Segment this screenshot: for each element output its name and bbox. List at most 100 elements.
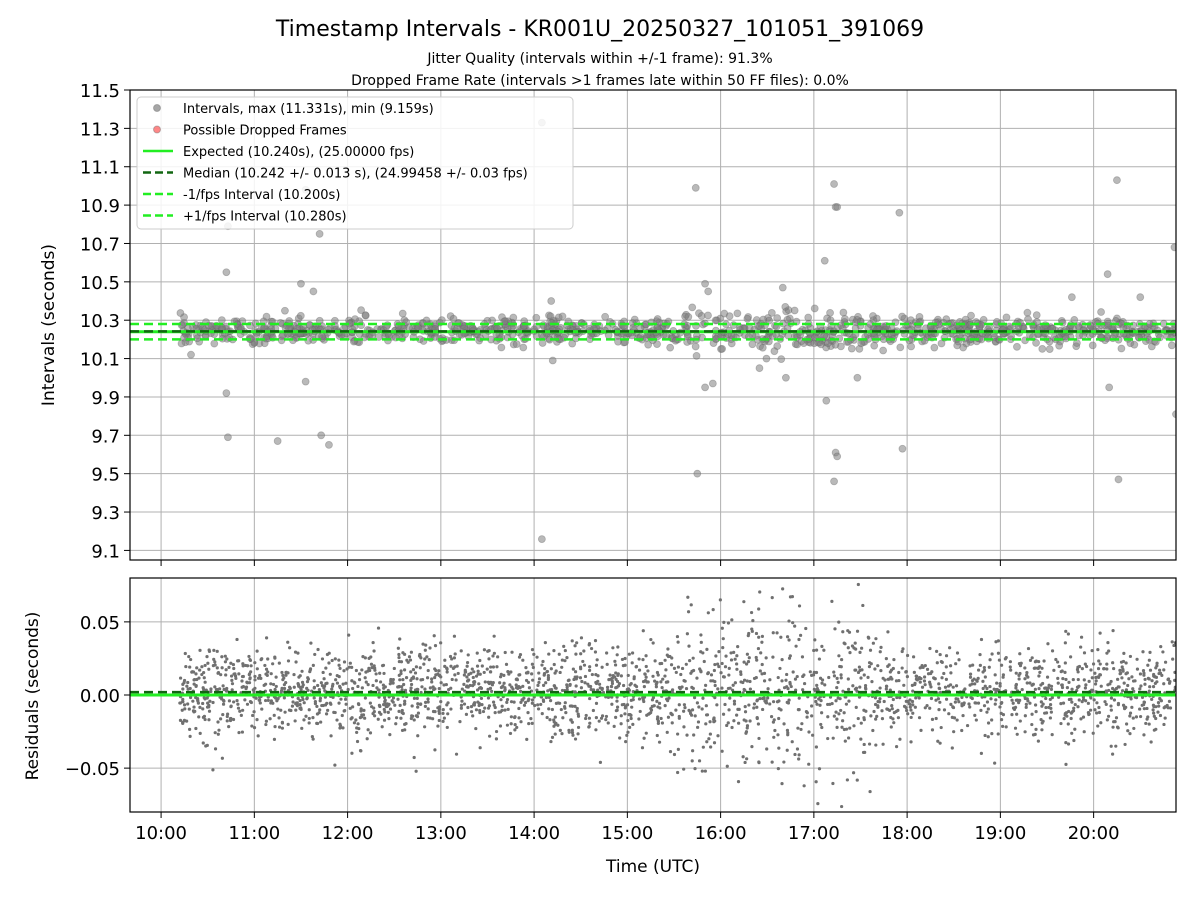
- residual-point: [862, 673, 866, 677]
- residual-point: [337, 658, 341, 662]
- residual-point: [408, 658, 413, 662]
- residual-point: [433, 748, 437, 752]
- residual-point: [1130, 705, 1134, 709]
- residual-point: [553, 722, 557, 726]
- residual-point: [1065, 685, 1070, 690]
- residual-point: [1046, 642, 1050, 646]
- residual-point: [944, 665, 948, 669]
- residual-point: [1141, 669, 1146, 673]
- residual-point: [726, 621, 731, 625]
- residual-point: [272, 713, 276, 717]
- interval-point: [937, 339, 946, 348]
- interval-outlier-point: [315, 229, 324, 238]
- residual-point: [1054, 657, 1058, 662]
- residual-point: [770, 760, 774, 764]
- y-tick-label: 9.9: [91, 388, 120, 409]
- residual-point: [838, 697, 842, 701]
- residual-point: [610, 679, 614, 683]
- residual-point: [876, 705, 880, 709]
- residual-point: [722, 675, 726, 679]
- residual-point: [725, 723, 729, 728]
- residual-point: [1085, 664, 1089, 669]
- residual-point: [913, 705, 917, 709]
- residual-point: [245, 664, 250, 668]
- residual-point: [831, 736, 835, 740]
- residual-point: [499, 672, 503, 676]
- residual-point: [184, 664, 188, 669]
- residual-point: [785, 700, 789, 704]
- residual-point: [456, 671, 460, 676]
- residual-point: [1013, 726, 1018, 730]
- residual-point: [1049, 687, 1054, 691]
- residual-point: [756, 722, 761, 726]
- residual-point: [762, 671, 767, 675]
- residual-point: [465, 685, 469, 689]
- residual-point: [517, 706, 521, 711]
- residual-point: [631, 722, 635, 726]
- residual-point: [897, 678, 901, 683]
- residual-point: [613, 659, 617, 663]
- x-tick-label: 14:00: [508, 823, 560, 844]
- residual-point: [1037, 687, 1041, 691]
- residual-point: [1067, 680, 1071, 684]
- residual-point: [890, 707, 894, 711]
- residual-point: [188, 727, 192, 731]
- residual-point: [376, 626, 381, 630]
- residual-point: [368, 731, 373, 735]
- residual-point: [744, 662, 749, 666]
- residual-point: [820, 711, 824, 715]
- residual-point: [247, 681, 252, 685]
- residual-point: [822, 648, 826, 652]
- residual-point: [338, 666, 342, 671]
- residual-point: [853, 668, 857, 672]
- residual-point: [999, 663, 1004, 667]
- residual-point: [536, 707, 541, 711]
- residual-point: [672, 666, 677, 670]
- residual-point: [700, 707, 704, 711]
- residual-point: [249, 664, 253, 668]
- residual-point: [610, 702, 614, 706]
- residual-point: [757, 607, 761, 611]
- residual-point: [549, 667, 553, 671]
- residual-point: [241, 674, 245, 679]
- interval-outlier-point: [701, 279, 709, 288]
- residual-point: [415, 677, 419, 681]
- residual-point: [280, 686, 284, 690]
- residual-point: [702, 659, 706, 664]
- residual-point: [307, 721, 311, 725]
- residual-point: [439, 681, 443, 685]
- residual-point: [936, 697, 940, 701]
- residual-point: [419, 690, 423, 695]
- residual-point: [660, 685, 664, 690]
- residual-point: [1033, 732, 1037, 736]
- residual-point: [416, 734, 420, 738]
- residual-point: [426, 707, 430, 711]
- residual-point: [557, 652, 561, 656]
- residual-point: [785, 728, 790, 732]
- residual-point: [1057, 664, 1061, 669]
- residual-point: [686, 610, 691, 614]
- residual-point: [1168, 679, 1172, 684]
- residual-point: [735, 662, 739, 666]
- residual-point: [764, 701, 769, 705]
- residual-point: [1041, 702, 1045, 706]
- x-tick-label: 19:00: [974, 823, 1026, 844]
- residual-point: [183, 707, 187, 711]
- interval-point: [385, 331, 393, 340]
- residual-point: [758, 590, 762, 594]
- residual-point: [769, 555, 772, 558]
- residual-point: [298, 674, 302, 678]
- residual-point: [828, 702, 832, 706]
- residual-point: [441, 711, 445, 716]
- residual-point: [195, 666, 199, 670]
- residual-point: [610, 676, 614, 680]
- residual-point: [951, 705, 955, 709]
- residual-point: [744, 719, 748, 723]
- residual-point: [714, 654, 718, 658]
- residual-point: [505, 723, 510, 727]
- legend: Intervals, max (11.331s), min (9.159s)Po…: [136, 96, 574, 230]
- residual-point: [423, 687, 427, 691]
- residual-point: [999, 701, 1003, 706]
- residual-point: [689, 713, 694, 717]
- residual-point: [968, 664, 972, 668]
